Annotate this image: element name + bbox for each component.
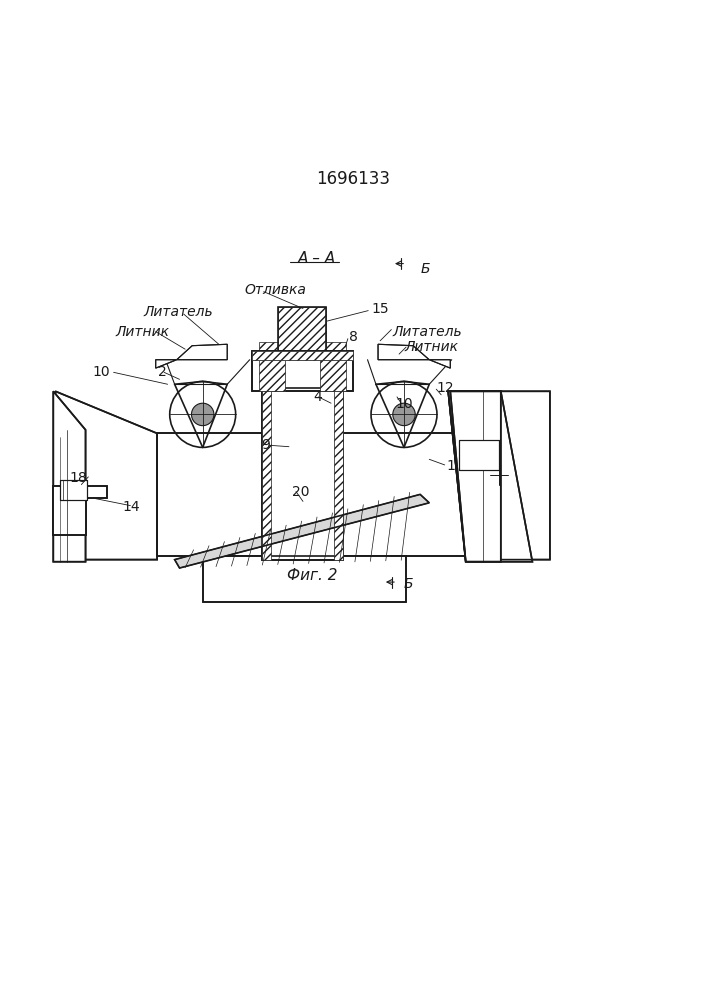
Text: 10: 10 [396,397,413,411]
Text: Фиг. 2: Фиг. 2 [287,568,337,583]
Polygon shape [378,344,429,360]
Bar [157,433,466,556]
Text: 10: 10 [93,365,110,379]
Polygon shape [53,391,86,562]
Polygon shape [55,391,157,560]
Bar [203,556,406,602]
Polygon shape [448,391,550,560]
Bar [279,307,326,353]
Circle shape [192,403,214,426]
Text: 18: 18 [69,471,87,485]
Text: 14: 14 [122,500,140,514]
Text: Б: Б [404,577,414,591]
Bar [60,480,87,500]
Text: 20: 20 [292,485,309,499]
Text: Отливка: Отливка [245,283,307,297]
Polygon shape [175,494,429,568]
Bar [252,353,354,391]
Bar [279,307,326,353]
Text: 9: 9 [261,438,270,452]
Polygon shape [156,360,177,368]
Text: Литатель: Литатель [143,305,213,319]
Text: 1: 1 [446,459,455,473]
Bar [157,433,466,556]
Polygon shape [177,344,227,360]
Bar [252,351,354,360]
Text: 4: 4 [313,390,322,404]
Polygon shape [448,391,532,562]
Bar [252,351,354,360]
Text: А – А: А – А [298,251,336,266]
Bar [459,440,499,470]
Bar [262,388,271,560]
Polygon shape [450,391,501,562]
Text: Литник: Литник [404,340,458,354]
Bar [252,351,354,360]
Polygon shape [53,486,107,535]
Bar [262,388,343,560]
Bar [203,556,406,602]
Bar [459,440,499,470]
Text: Литатель: Литатель [392,325,462,339]
Bar [252,353,354,391]
Text: Литник: Литник [115,325,169,339]
Text: 15: 15 [371,302,389,316]
Text: 12: 12 [436,381,454,395]
Text: 1696133: 1696133 [317,170,390,188]
Polygon shape [429,360,450,368]
Text: 2: 2 [158,365,168,379]
Bar [60,480,87,500]
Text: Б: Б [420,262,430,276]
Bar [320,342,346,391]
Bar [334,388,343,560]
Bar [259,342,286,391]
Text: 8: 8 [349,330,358,344]
Bar [262,388,343,560]
Circle shape [393,403,415,426]
